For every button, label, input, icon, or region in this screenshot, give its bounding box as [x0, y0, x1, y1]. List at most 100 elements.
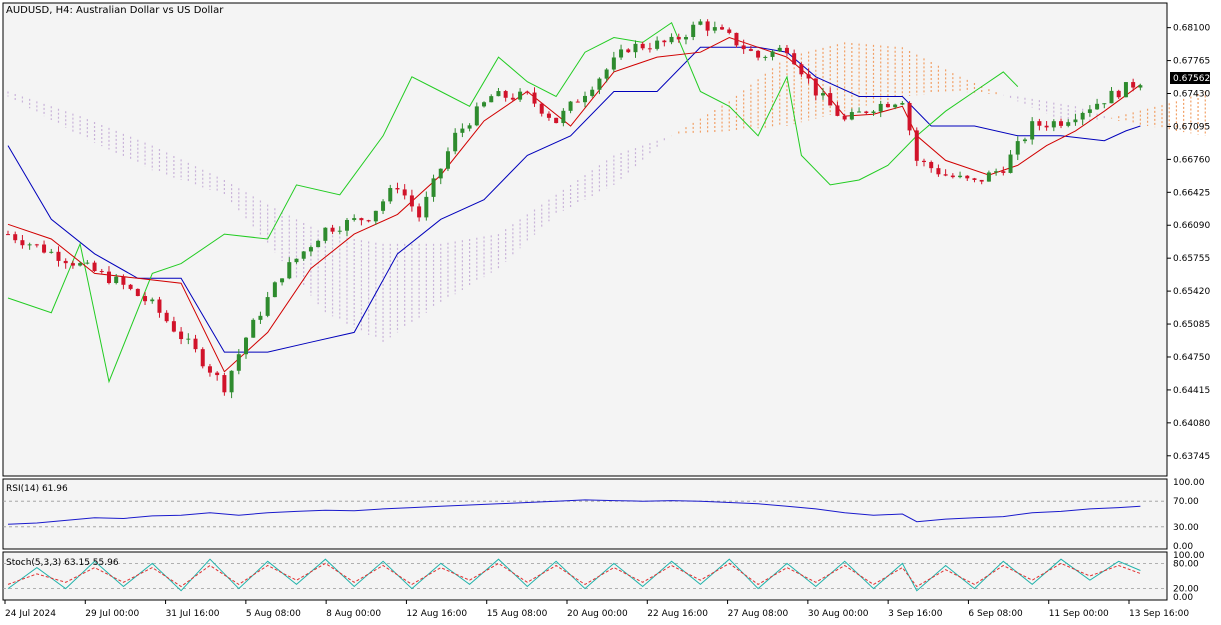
candle-body [539, 103, 544, 114]
candle-body [1008, 154, 1013, 173]
candle-body [871, 111, 876, 113]
candle-body [323, 227, 328, 241]
candle-body [979, 179, 984, 182]
axes: 0.68100 0.67765 0.67430 0.67095 0.66760 0.664… [4, 24, 1210, 619]
price-badge-bg [1170, 72, 1210, 84]
candle-body [200, 349, 205, 367]
candle-body [1116, 90, 1121, 98]
y-tick-label: 0.68100 [1173, 24, 1210, 34]
candle-body [337, 230, 342, 232]
y-tick-label: 0.66425 [1173, 188, 1210, 198]
candle-body [193, 338, 198, 350]
pane-sto [2, 551, 1168, 601]
candle-body [705, 21, 710, 31]
candle-body [63, 260, 68, 264]
candle-body [546, 113, 551, 118]
candle-body [1109, 90, 1114, 104]
candle-body [438, 168, 443, 179]
candle-body [114, 276, 119, 284]
sto-y-tick-label: 80.00 [1173, 559, 1199, 569]
candle-body [56, 251, 61, 261]
y-tick-label: 0.65420 [1173, 287, 1210, 297]
candle-body [1030, 121, 1035, 140]
candle-body [251, 319, 256, 338]
candle-body [143, 296, 148, 302]
candle-body [929, 162, 934, 169]
candle-body [806, 74, 811, 79]
candle-body [698, 21, 703, 25]
candle-body [92, 262, 97, 272]
candle-body [1051, 121, 1056, 128]
candle-body [229, 370, 234, 393]
candle-body [344, 219, 349, 231]
candle-body [893, 104, 898, 108]
candle-body [683, 36, 688, 40]
candle-body [748, 49, 753, 51]
rsi-y-tick-label: 70.00 [1173, 497, 1199, 507]
candle-body [489, 96, 494, 103]
stoch-label: Stoch(5,3,3) 63.15 55.96 [6, 558, 119, 568]
candle-body [258, 315, 263, 320]
candle-body [821, 93, 826, 96]
candle-body [770, 51, 775, 57]
y-tick-label: 0.67430 [1173, 90, 1210, 100]
candle-body [27, 244, 32, 246]
rsi-y-tick-label: 100.00 [1173, 478, 1205, 488]
y-tick-label: 0.64750 [1173, 353, 1210, 363]
candle-body [1102, 103, 1107, 105]
candle-body [1131, 82, 1136, 88]
candle-body [453, 132, 458, 152]
rsi-line [7, 499, 1141, 525]
candle-body [106, 271, 111, 284]
candle-body [301, 251, 306, 259]
candle-body [1015, 141, 1020, 155]
x-tick-label: 27 Aug 08:00 [728, 609, 789, 619]
candle-body [568, 101, 573, 111]
candle-body [280, 278, 285, 283]
candle-body [1044, 125, 1049, 128]
y-tick-label: 0.67095 [1173, 122, 1210, 132]
candle-body [157, 299, 162, 313]
candle-body [885, 103, 890, 108]
candle-body [121, 276, 126, 285]
sto-y-tick-label: 20.00 [1173, 585, 1199, 595]
candle-body [366, 220, 371, 222]
y-tick-label: 0.65085 [1173, 320, 1210, 330]
candle-body [950, 175, 955, 178]
candle-body [70, 263, 75, 266]
x-tick-label: 13 Sep 16:00 [1129, 609, 1189, 619]
candle-body [813, 78, 818, 96]
candle-body [849, 112, 854, 120]
candle-body [1095, 103, 1100, 110]
candle-body [986, 172, 991, 182]
candle-body [792, 53, 797, 65]
candle-body [330, 227, 335, 232]
candle-body [878, 103, 883, 112]
candle-body [352, 218, 357, 220]
candle-body [662, 40, 667, 43]
candle-body [936, 168, 941, 175]
candle-body [626, 49, 631, 53]
candle-body [583, 95, 587, 103]
y-tick-label: 0.67765 [1173, 57, 1210, 67]
pane-rsi [2, 478, 1168, 550]
candle-body [857, 111, 862, 113]
candle-body [85, 262, 90, 264]
candle-body [1037, 121, 1042, 126]
x-tick-label: 15 Aug 08:00 [487, 609, 548, 619]
stoch-main-line [7, 558, 1141, 592]
candle-body [207, 366, 212, 373]
candle-body [532, 92, 537, 104]
chart-title: AUDUSD, H4: Australian Dollar vs US Doll… [6, 5, 224, 16]
candle-body [669, 36, 674, 43]
x-tick-label: 20 Aug 00:00 [567, 609, 628, 619]
candle-body [128, 284, 133, 289]
candle-body [431, 178, 436, 197]
candle-body [359, 218, 364, 221]
candle-body [171, 321, 176, 332]
candle-body [482, 102, 487, 107]
candle-body [388, 188, 393, 202]
y-tick-label: 0.64080 [1173, 419, 1210, 429]
candle-body [676, 36, 681, 40]
candle-body [316, 240, 321, 248]
